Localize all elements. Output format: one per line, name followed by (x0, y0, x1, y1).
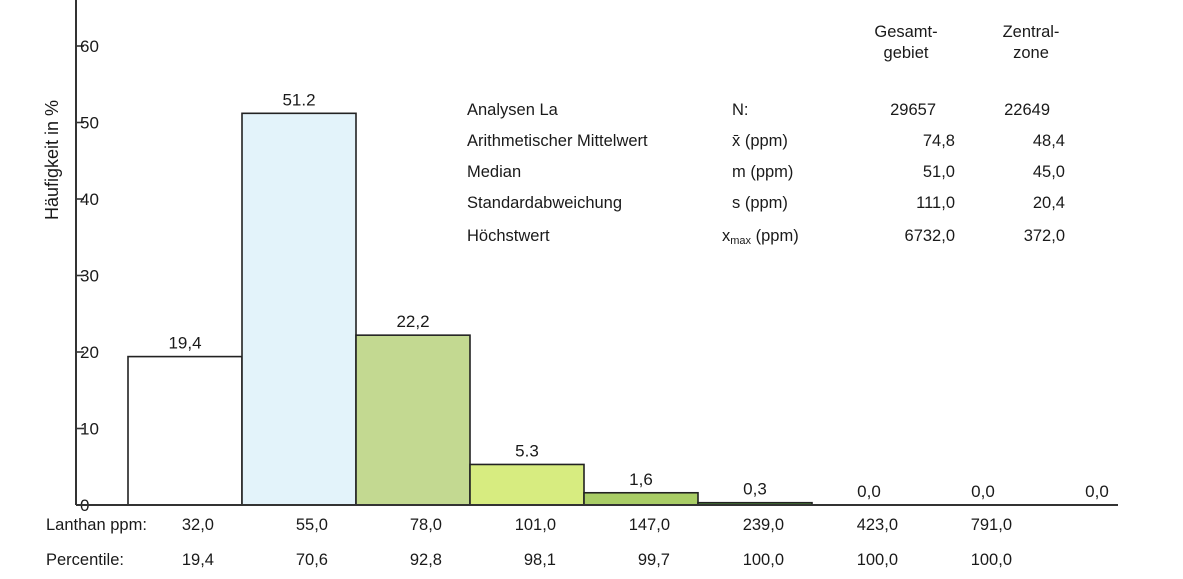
y-axis: 0102030405060 (75, 0, 99, 515)
bar-value-labels: 19,4 51.2 22,2 5.3 1,6 0,3 0,0 0,0 0,0 (168, 90, 1108, 501)
stat-value-zentral-median: 45,0 (1032, 163, 1065, 181)
percentile-label: 98,1 (524, 551, 556, 569)
y-tick-label: 30 (80, 267, 99, 286)
x-axis-row-label: Lanthan ppm: (46, 516, 147, 534)
percentile-label: 100,0 (857, 551, 898, 569)
stat-value-gesamt-stdabw: 111,0 (916, 194, 955, 212)
stat-value-gesamt-n: 29657 (890, 101, 936, 119)
bar-value-label: 0,0 (1085, 482, 1109, 501)
percentile-label: 100,0 (743, 551, 784, 569)
col-header-gesamtgebiet-line2: gebiet (883, 44, 929, 62)
statistics-table: Gesamt- gebiet Zentral- zone Analysen La… (467, 22, 1079, 247)
col-header-zentralzone: Zentral- zone (983, 22, 1079, 64)
stat-symbol-n: N: (732, 101, 749, 119)
x-tick-label: 791,0 (971, 516, 1012, 534)
stat-label-mittelwert: Arithmetischer Mittelwert (467, 132, 648, 150)
col-header-gesamtgebiet-line1: Gesamt- (874, 23, 938, 41)
stat-value-gesamt-max: 6732,0 (904, 227, 955, 245)
bar (355, 334, 471, 506)
y-axis-label: Häufigkeit in % (42, 100, 62, 220)
stat-symbol-max-base: x (722, 227, 731, 245)
stat-label-hoechstwert: Höchstwert (467, 227, 550, 245)
stat-value-zentral-n: 22649 (1004, 101, 1050, 119)
bar-value-label: 0,0 (857, 482, 881, 501)
x-tick-label: 147,0 (629, 516, 670, 534)
col-header-zentralzone-line2: zone (1013, 44, 1049, 62)
percentile-row-label: Percentile: (46, 551, 124, 569)
stat-value-zentral-mean: 48,4 (1032, 132, 1065, 150)
y-tick-label: 50 (80, 114, 99, 133)
percentile-label: 92,8 (410, 551, 442, 569)
bar (241, 112, 357, 506)
stat-symbol-max-unit: (ppm) (751, 227, 799, 245)
bar-value-label: 19,4 (168, 334, 201, 353)
percentile-labels: 19,4 70,6 92,8 98,1 99,7 100,0 100,0 100,0 (182, 551, 1012, 569)
stat-symbol-max-sub: max (730, 235, 752, 247)
y-tick-label: 10 (80, 420, 99, 439)
bar-value-label: 1,6 (629, 470, 653, 489)
stat-value-gesamt-mean: 74,8 (922, 132, 955, 150)
stat-label-analysen: Analysen La (467, 101, 558, 119)
stat-symbol-median: m (ppm) (732, 163, 794, 181)
stat-symbol-stdabw: s (ppm) (732, 194, 788, 212)
x-tick-label: 78,0 (410, 516, 442, 534)
percentile-label: 100,0 (971, 551, 1012, 569)
stat-symbol-max: xmax (ppm) (722, 227, 799, 247)
x-tick-label: 101,0 (515, 516, 556, 534)
stat-label-median: Median (467, 163, 522, 181)
bar-value-label: 5.3 (515, 441, 539, 460)
x-tick-labels: 32,0 55,0 78,0 101,0 147,0 239,0 423,0 791,0 (182, 516, 1012, 534)
bar (469, 463, 585, 506)
percentile-label: 19,4 (182, 551, 214, 569)
y-tick-label: 40 (80, 190, 99, 209)
bar (583, 491, 699, 506)
stat-label-stdabw: Standardabweichung (467, 194, 623, 212)
col-header-zentralzone-line1: Zentral- (1002, 23, 1060, 41)
bar-value-label: 0,3 (743, 480, 767, 499)
x-tick-label: 32,0 (182, 516, 214, 534)
bar (127, 355, 243, 506)
x-tick-label: 423,0 (857, 516, 898, 534)
col-header-gesamtgebiet: Gesamt- gebiet (858, 22, 954, 64)
bars (127, 112, 813, 506)
stat-value-gesamt-median: 51,0 (922, 163, 955, 181)
percentile-label: 70,6 (296, 551, 328, 569)
bar-value-label: 22,2 (396, 312, 429, 331)
stat-value-zentral-stdabw: 20,4 (1032, 194, 1065, 212)
x-tick-label: 239,0 (743, 516, 784, 534)
stat-symbol-mean: x̄ (ppm) (732, 132, 788, 150)
bar-value-label: 0,0 (971, 482, 995, 501)
percentile-label: 99,7 (638, 551, 670, 569)
stat-value-zentral-max: 372,0 (1023, 227, 1065, 245)
x-tick-label: 55,0 (296, 516, 328, 534)
y-tick-label: 60 (80, 37, 99, 56)
bar-value-label: 51.2 (282, 90, 315, 109)
y-tick-label: 20 (80, 343, 99, 362)
